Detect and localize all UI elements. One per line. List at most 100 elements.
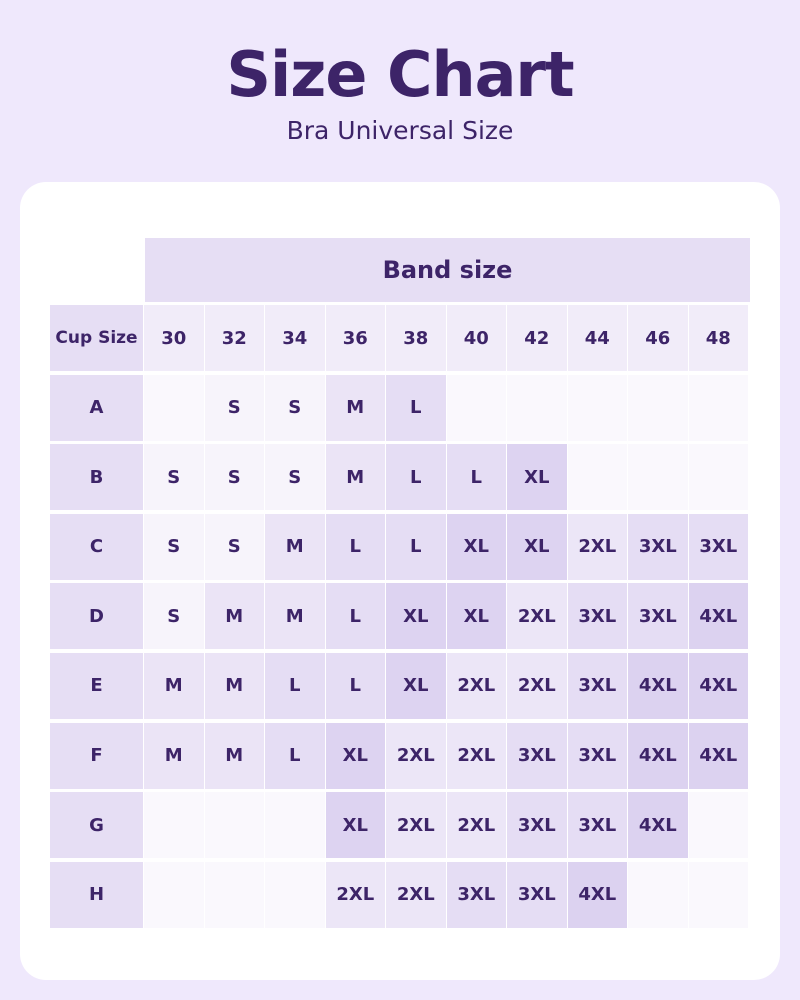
size-cell: 2XL: [325, 861, 385, 928]
band-header-cell: 48: [688, 305, 748, 371]
empty-cell: [688, 861, 748, 928]
size-cell: M: [204, 652, 264, 719]
size-cell: 2XL: [567, 513, 627, 580]
empty-cell: [567, 444, 627, 511]
size-cell: 2XL: [446, 652, 506, 719]
empty-cell: [507, 374, 567, 441]
size-cell: 3XL: [628, 583, 688, 650]
size-cell: M: [265, 583, 325, 650]
page-title: Size Chart: [226, 38, 574, 111]
size-cell: 4XL: [628, 722, 688, 789]
size-cell: XL: [325, 792, 385, 859]
size-cell: 4XL: [567, 861, 627, 928]
size-cell: 2XL: [386, 722, 446, 789]
size-cell: 3XL: [507, 722, 567, 789]
size-cell: L: [386, 513, 446, 580]
size-cell: S: [144, 583, 204, 650]
size-cell: M: [204, 722, 264, 789]
empty-cell: [204, 792, 264, 859]
size-cell: M: [204, 583, 264, 650]
size-cell: XL: [446, 513, 506, 580]
size-cell: M: [265, 513, 325, 580]
band-header-cell: 34: [265, 305, 325, 371]
empty-cell: [628, 374, 688, 441]
size-cell: 2XL: [507, 583, 567, 650]
size-cell: XL: [446, 583, 506, 650]
band-header-cell: 40: [446, 305, 506, 371]
size-cell: L: [446, 444, 506, 511]
size-cell: S: [204, 374, 264, 441]
size-cell: 3XL: [446, 861, 506, 928]
cup-size-header: Cup Size: [50, 305, 143, 371]
size-cell: S: [144, 513, 204, 580]
size-cell: 4XL: [628, 792, 688, 859]
size-cell: 3XL: [567, 583, 627, 650]
size-cell: 2XL: [507, 652, 567, 719]
band-header-cell: 42: [507, 305, 567, 371]
size-cell: 3XL: [628, 513, 688, 580]
size-cell: M: [144, 722, 204, 789]
band-header-cell: 32: [204, 305, 264, 371]
cup-label: D: [50, 583, 143, 650]
size-cell: XL: [507, 444, 567, 511]
size-cell: S: [204, 513, 264, 580]
size-cell: L: [325, 583, 385, 650]
band-header-cell: 36: [325, 305, 385, 371]
size-cell: L: [265, 652, 325, 719]
size-cell: L: [265, 722, 325, 789]
empty-cell: [628, 444, 688, 511]
size-cell: 3XL: [567, 722, 627, 789]
cup-label: A: [50, 374, 143, 441]
empty-cell: [688, 374, 748, 441]
band-header-cell: 44: [567, 305, 627, 371]
size-cell: 3XL: [688, 513, 748, 580]
page-subtitle: Bra Universal Size: [286, 116, 514, 145]
size-cell: S: [144, 444, 204, 511]
size-cell: XL: [386, 583, 446, 650]
cup-label: B: [50, 444, 143, 511]
size-cell: S: [265, 374, 325, 441]
size-cell: 3XL: [567, 652, 627, 719]
empty-cell: [688, 792, 748, 859]
cup-label: H: [50, 861, 143, 928]
empty-cell: [265, 861, 325, 928]
empty-cell: [204, 861, 264, 928]
band-header-cell: 46: [628, 305, 688, 371]
empty-cell: [628, 861, 688, 928]
band-header-cell: 30: [144, 305, 204, 371]
cup-label: F: [50, 722, 143, 789]
size-cell: M: [325, 374, 385, 441]
size-cell: 2XL: [446, 722, 506, 789]
size-cell: XL: [386, 652, 446, 719]
size-cell: 4XL: [628, 652, 688, 719]
size-table: Cup Size 30 32 34 36 38 40 42 44 46 48 A S S M L B S S S M L L…: [50, 305, 748, 928]
cup-label: E: [50, 652, 143, 719]
empty-cell: [144, 861, 204, 928]
size-cell: 4XL: [688, 652, 748, 719]
cup-label: G: [50, 792, 143, 859]
empty-cell: [446, 374, 506, 441]
size-cell: L: [386, 374, 446, 441]
size-cell: L: [325, 513, 385, 580]
empty-cell: [265, 792, 325, 859]
cup-label: C: [50, 513, 143, 580]
band-size-header: Band size: [145, 238, 750, 302]
size-cell: XL: [325, 722, 385, 789]
size-cell: 2XL: [446, 792, 506, 859]
size-cell: 2XL: [386, 792, 446, 859]
empty-cell: [144, 374, 204, 441]
size-cell: 3XL: [507, 861, 567, 928]
size-cell: 3XL: [567, 792, 627, 859]
size-cell: S: [204, 444, 264, 511]
size-cell: 4XL: [688, 583, 748, 650]
size-cell: M: [144, 652, 204, 719]
empty-cell: [688, 444, 748, 511]
size-cell: L: [325, 652, 385, 719]
size-cell: L: [386, 444, 446, 511]
empty-cell: [567, 374, 627, 441]
size-cell: 2XL: [386, 861, 446, 928]
size-cell: M: [325, 444, 385, 511]
size-cell: 4XL: [688, 722, 748, 789]
band-header-cell: 38: [386, 305, 446, 371]
size-cell: 3XL: [507, 792, 567, 859]
